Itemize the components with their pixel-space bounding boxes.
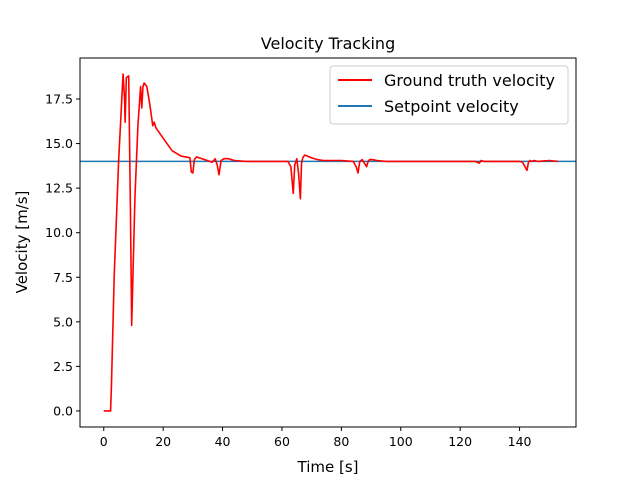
y-tick-label: 0.0 — [53, 403, 73, 418]
x-tick-label: 140 — [508, 434, 532, 449]
x-tick-label: 100 — [389, 434, 413, 449]
y-tick-label: 7.5 — [53, 270, 73, 285]
x-tick-label: 20 — [155, 434, 171, 449]
x-tick-label: 40 — [215, 434, 231, 449]
y-axis-ticks: 0.0 2.5 5.0 7.5 10.0 12.5 15.0 17.5 — [45, 92, 80, 418]
series-layer — [80, 73, 576, 412]
y-tick-label: 10.0 — [45, 225, 73, 240]
y-tick-label: 17.5 — [45, 92, 73, 107]
x-axis-label: Time [s] — [297, 458, 359, 476]
y-tick-label: 2.5 — [53, 359, 73, 374]
y-tick-label: 15.0 — [45, 136, 73, 151]
x-axis-ticks: 0 20 40 60 80 100 120 140 — [100, 427, 532, 449]
legend-label-ground-truth: Ground truth velocity — [384, 71, 555, 90]
series-line-ground-truth — [103, 73, 559, 412]
chart-title: Velocity Tracking — [261, 34, 395, 53]
legend: Ground truth velocity Setpoint velocity — [329, 65, 569, 125]
x-tick-label: 120 — [448, 434, 472, 449]
x-tick-label: 60 — [274, 434, 290, 449]
y-axis-label: Velocity [m/s] — [13, 191, 31, 294]
y-tick-label: 5.0 — [53, 314, 73, 329]
x-tick-label: 0 — [100, 434, 108, 449]
plot-border — [79, 57, 577, 428]
legend-box — [329, 65, 569, 125]
y-tick-label: 12.5 — [45, 181, 73, 196]
legend-label-setpoint: Setpoint velocity — [384, 97, 519, 116]
x-tick-label: 80 — [333, 434, 349, 449]
